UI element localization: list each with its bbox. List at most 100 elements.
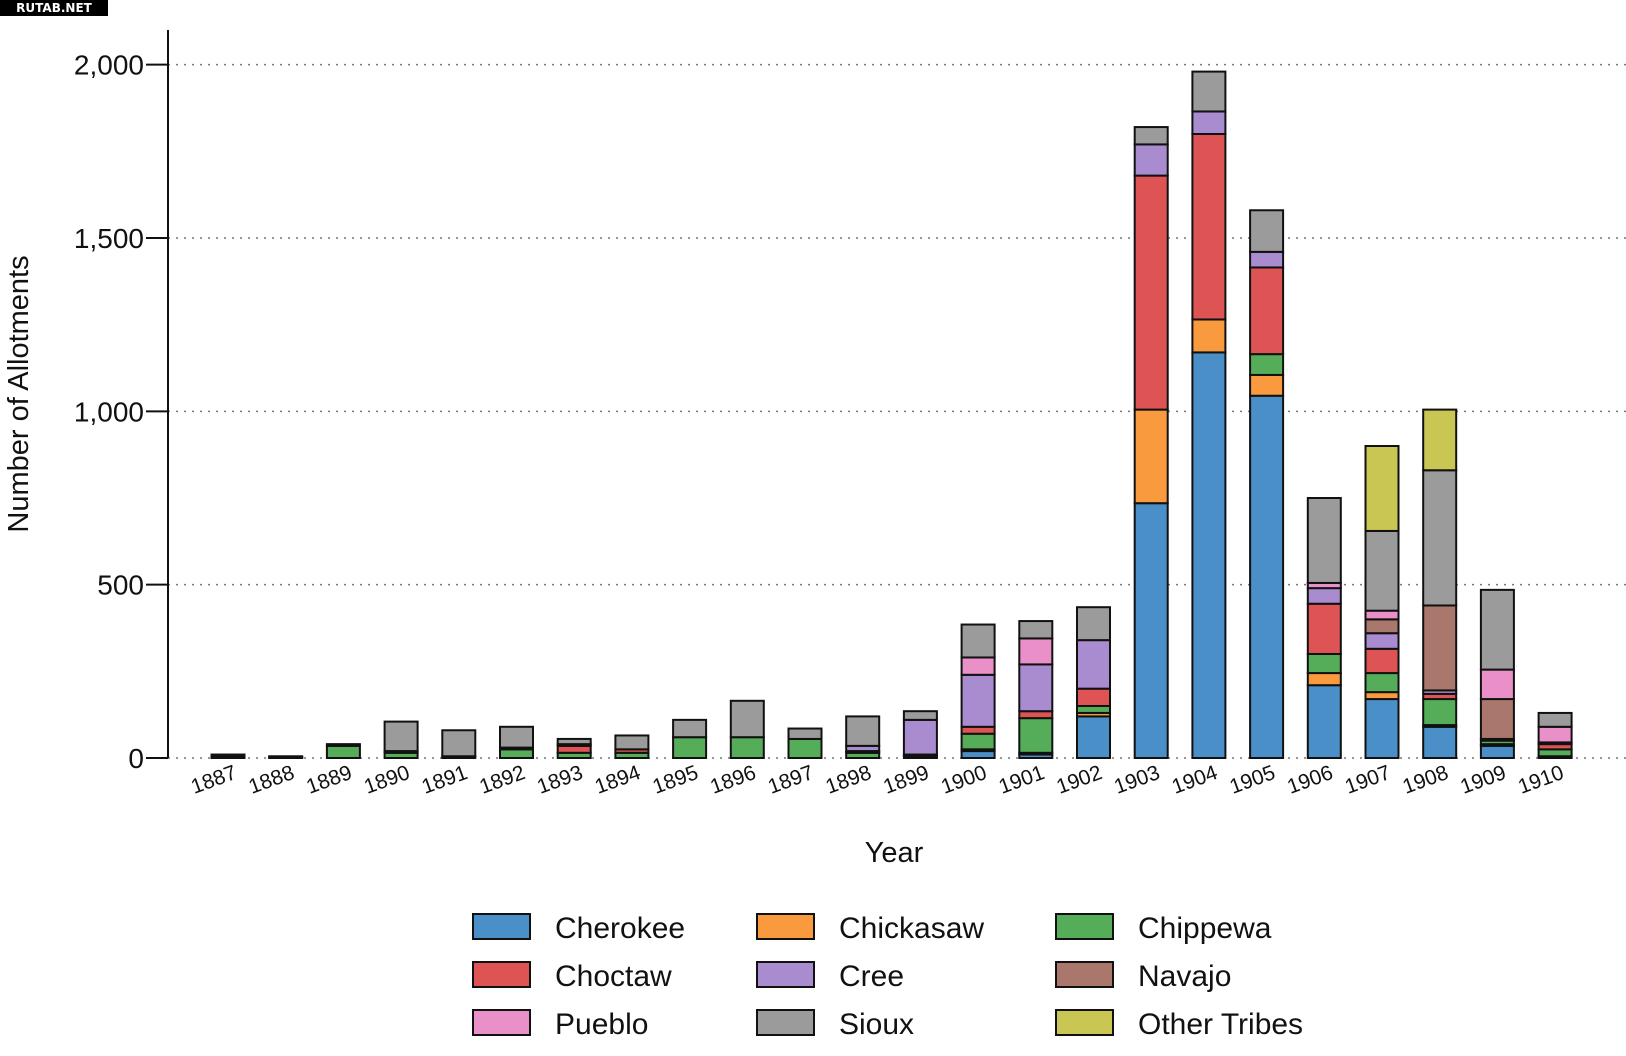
bar-sioux-1905 bbox=[1249, 209, 1285, 253]
bar-sioux-1902 bbox=[1076, 606, 1111, 642]
bar-sioux-1908 bbox=[1422, 469, 1458, 607]
legend-swatch-chickasaw bbox=[756, 913, 815, 940]
x-tick-label: 1901 bbox=[996, 761, 1048, 799]
watermark-logo: RUTAB.NET bbox=[0, 0, 108, 16]
bar-pueblo-1901 bbox=[1018, 637, 1054, 666]
bar-sioux-1892 bbox=[499, 725, 534, 749]
x-tick-label: 1903 bbox=[1111, 761, 1163, 799]
bar-chippewa-1895 bbox=[672, 736, 708, 760]
bar-sioux-1909 bbox=[1479, 588, 1515, 671]
bar-chippewa-1892 bbox=[499, 748, 534, 759]
bar-choctaw-1901 bbox=[1018, 710, 1054, 720]
bar-chickasaw-1905 bbox=[1249, 373, 1285, 397]
bar-sioux-1903 bbox=[1133, 126, 1169, 146]
legend-swatch-chippewa bbox=[1055, 913, 1114, 940]
bar-choctaw-1893 bbox=[556, 744, 592, 754]
x-tick-label: 1887 bbox=[188, 761, 240, 799]
bar-sioux-1899 bbox=[902, 710, 938, 721]
bar-cherokee-1908 bbox=[1422, 725, 1458, 759]
bar-chippewa-1906 bbox=[1306, 653, 1342, 675]
y-tick-label: 500 bbox=[97, 570, 144, 601]
bar-cree-1906 bbox=[1306, 587, 1342, 605]
legend-swatch-other-tribes bbox=[1055, 1009, 1114, 1036]
bar-chippewa-1897 bbox=[787, 737, 823, 760]
bar-cherokee-1907 bbox=[1364, 698, 1400, 759]
bar-cree-1905 bbox=[1249, 250, 1285, 269]
bar-cherokee-1905 bbox=[1249, 394, 1285, 759]
x-tick-label: 1899 bbox=[880, 761, 932, 799]
x-tick-label: 1893 bbox=[534, 761, 586, 799]
bar-cherokee-1906 bbox=[1306, 684, 1342, 760]
bar-cherokee-1904 bbox=[1191, 351, 1227, 759]
legend-label-choctaw: Choctaw bbox=[555, 960, 672, 993]
legend-label-pueblo: Pueblo bbox=[555, 1008, 648, 1041]
bar-navajo-1907 bbox=[1364, 618, 1400, 635]
bar-sioux-1894 bbox=[614, 734, 650, 751]
bar-chippewa-1889 bbox=[325, 744, 361, 759]
x-tick-label: 1909 bbox=[1457, 761, 1509, 799]
bar-chickasaw-1904 bbox=[1191, 318, 1227, 354]
x-tick-label: 1900 bbox=[938, 761, 990, 799]
bar-other-tribes-1908 bbox=[1422, 408, 1458, 472]
y-tick-label: 1,500 bbox=[74, 223, 144, 254]
bar-navajo-1909 bbox=[1479, 698, 1515, 740]
x-tick-label: 1888 bbox=[246, 761, 298, 799]
x-tick-label: 1891 bbox=[419, 761, 471, 799]
bar-sioux-1890 bbox=[383, 720, 419, 753]
bar-choctaw-1902 bbox=[1076, 687, 1111, 708]
bar-sioux-1904 bbox=[1191, 70, 1227, 113]
bar-sioux-1888 bbox=[268, 755, 304, 759]
legend-label-chickasaw: Chickasaw bbox=[839, 912, 984, 945]
bar-sioux-1893 bbox=[556, 737, 592, 746]
bar-sioux-1889 bbox=[325, 743, 361, 747]
bar-cree-1901 bbox=[1018, 663, 1054, 713]
bar-navajo-1887 bbox=[210, 753, 246, 757]
bar-chippewa-1901 bbox=[1018, 717, 1054, 754]
bar-sioux-1895 bbox=[672, 718, 708, 739]
bar-sioux-1891 bbox=[441, 729, 477, 758]
bar-chickasaw-1903 bbox=[1133, 408, 1169, 505]
legend-swatch-pueblo bbox=[472, 1009, 531, 1036]
bar-cree-1899 bbox=[902, 718, 938, 756]
x-tick-label: 1908 bbox=[1400, 761, 1452, 799]
bar-cherokee-1900 bbox=[960, 750, 996, 759]
legend-label-cherokee: Cherokee bbox=[555, 912, 685, 945]
bar-chippewa-1910 bbox=[1537, 748, 1573, 758]
legend-label-sioux: Sioux bbox=[839, 1008, 914, 1041]
y-tick-label: 0 bbox=[128, 743, 144, 774]
bars bbox=[210, 70, 1573, 760]
bar-sioux-1910 bbox=[1537, 711, 1573, 728]
bar-choctaw-1907 bbox=[1364, 647, 1400, 675]
bar-cree-1907 bbox=[1364, 632, 1400, 650]
legend-swatch-cherokee bbox=[472, 913, 531, 940]
bar-chippewa-1908 bbox=[1422, 698, 1458, 727]
x-axis-title: Year bbox=[865, 837, 924, 869]
legend-swatch-cree bbox=[756, 961, 815, 988]
bar-cree-1903 bbox=[1133, 143, 1169, 177]
bar-navajo-1908 bbox=[1422, 604, 1458, 692]
x-tick-label: 1902 bbox=[1053, 761, 1105, 799]
bar-sioux-1907 bbox=[1364, 529, 1400, 612]
legend-label-cree: Cree bbox=[839, 960, 904, 993]
bar-choctaw-1903 bbox=[1133, 174, 1169, 411]
legend-swatch-choctaw bbox=[472, 961, 531, 988]
bar-pueblo-1909 bbox=[1479, 668, 1515, 701]
bar-chippewa-1902 bbox=[1076, 705, 1111, 714]
y-tick-label: 1,000 bbox=[74, 396, 144, 427]
x-axis-ticks: 1887 1888 1889 1890 1891 1892 1893 1894 1895 1896… bbox=[188, 761, 1567, 799]
bar-pueblo-1900 bbox=[960, 656, 996, 676]
x-tick-label: 1896 bbox=[707, 761, 759, 799]
y-axis-title: Number of Allotments bbox=[3, 255, 35, 532]
bar-sioux-1900 bbox=[960, 623, 996, 659]
x-tick-label: 1890 bbox=[361, 761, 413, 799]
x-tick-label: 1895 bbox=[650, 761, 702, 799]
y-tick-label: 2,000 bbox=[74, 50, 144, 81]
bar-sioux-1898 bbox=[845, 715, 881, 747]
bar-chickasaw-1907 bbox=[1364, 691, 1400, 701]
x-tick-label: 1905 bbox=[1227, 761, 1279, 799]
bar-sioux-1901 bbox=[1018, 620, 1054, 640]
legend: Cherokee Chickasaw Chippewa Choctaw Cree Nava… bbox=[472, 912, 1303, 1041]
x-tick-label: 1907 bbox=[1342, 761, 1394, 799]
legend-swatch-navajo bbox=[1055, 961, 1114, 988]
